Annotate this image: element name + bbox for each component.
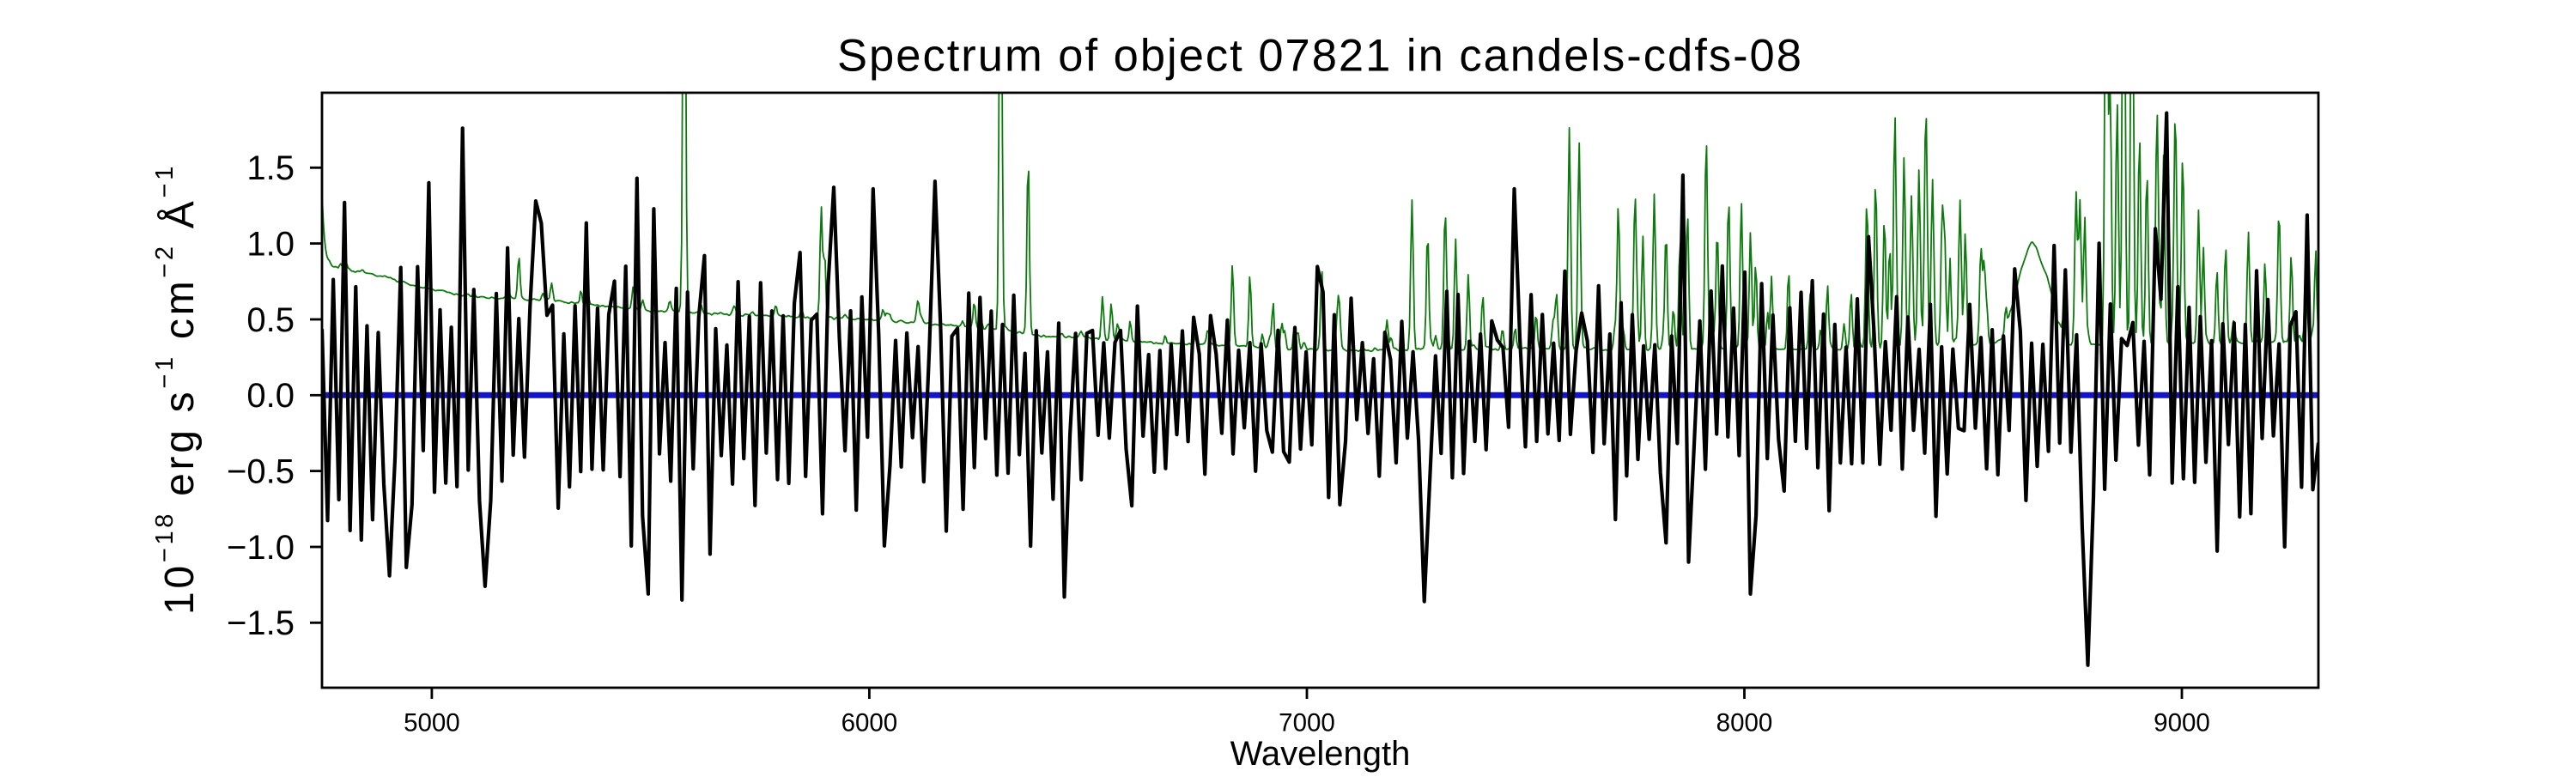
svg-text:1.5: 1.5 <box>246 149 295 187</box>
svg-text:5000: 5000 <box>404 709 460 738</box>
svg-text:10−18 erg s−1 cm−2 Å−1: 10−18 erg s−1 cm−2 Å−1 <box>151 163 203 615</box>
svg-text:0.5: 0.5 <box>246 301 295 339</box>
svg-text:7000: 7000 <box>1279 709 1335 738</box>
svg-text:9000: 9000 <box>2154 709 2210 738</box>
svg-text:−0.5: −0.5 <box>227 452 295 490</box>
svg-text:8000: 8000 <box>1716 709 1773 738</box>
svg-text:1.0: 1.0 <box>246 225 295 263</box>
svg-text:0.0: 0.0 <box>246 377 295 415</box>
svg-text:−1.0: −1.0 <box>227 529 295 567</box>
svg-text:Wavelength: Wavelength <box>1230 735 1411 773</box>
svg-text:−1.5: −1.5 <box>227 604 295 642</box>
svg-text:Spectrum of object 07821 in ca: Spectrum of object 07821 in candels-cdfs… <box>837 31 1803 82</box>
svg-text:6000: 6000 <box>841 709 898 738</box>
